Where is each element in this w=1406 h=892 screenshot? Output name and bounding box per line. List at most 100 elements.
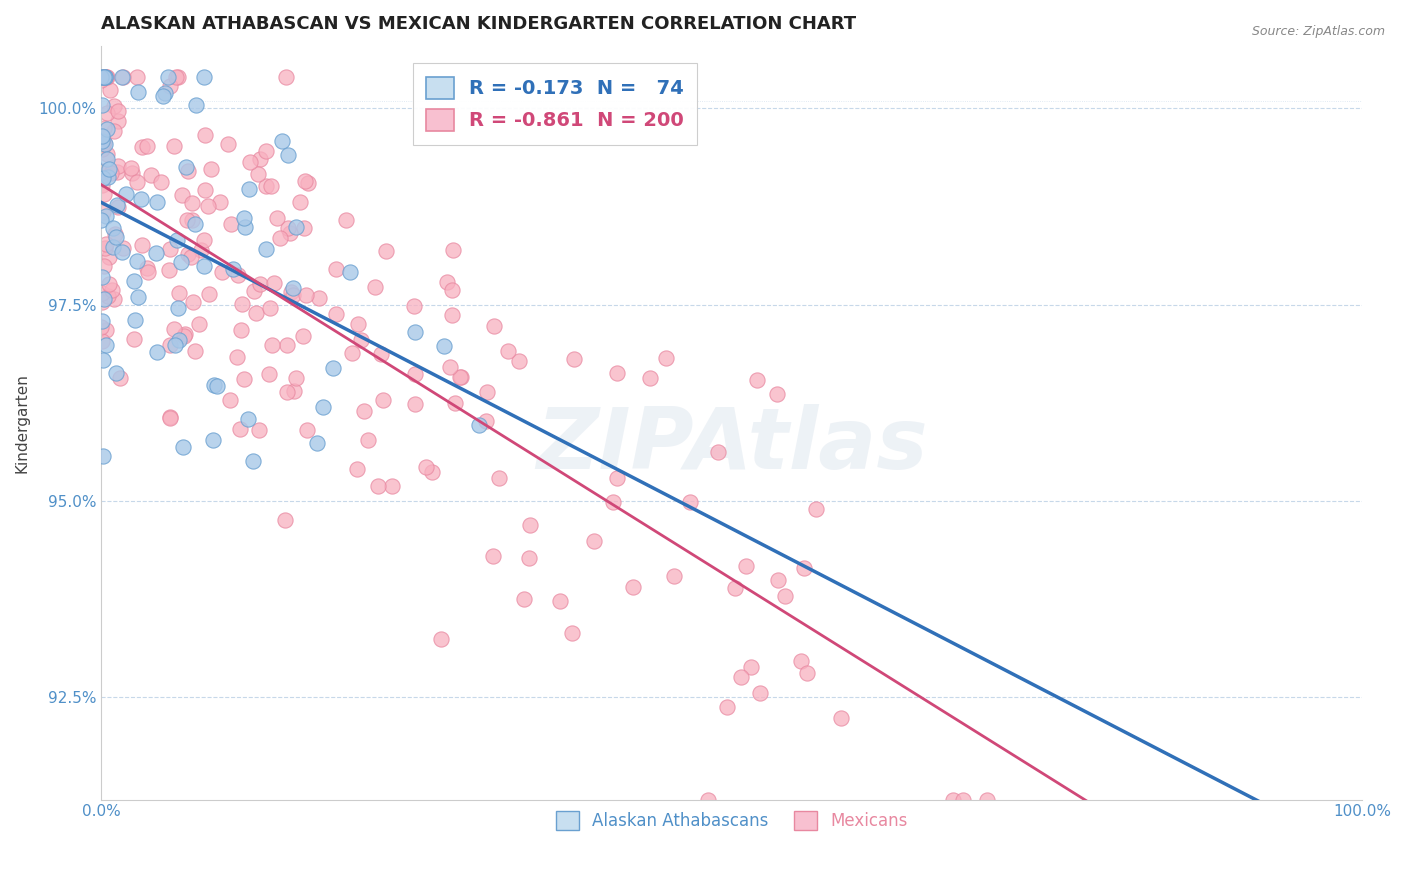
Point [349, 333, 371, 347]
Point [174, 160, 197, 174]
Point [475, 384, 498, 399]
Point [793, 560, 815, 574]
Point [131, 192, 153, 206]
Point [105, 230, 128, 244]
Point [97, 169, 120, 184]
Point [124, 312, 146, 326]
Point [249, 423, 271, 437]
Point [112, 241, 135, 255]
Point [107, 113, 129, 128]
Point [256, 179, 278, 194]
Point [127, 85, 149, 99]
Point [283, 280, 305, 294]
Point [716, 700, 738, 714]
Point [172, 440, 194, 454]
Point [194, 183, 217, 197]
Point [292, 328, 315, 343]
Point [281, 287, 304, 301]
Point [266, 211, 288, 226]
Point [370, 347, 392, 361]
Point [441, 243, 464, 257]
Point [136, 138, 159, 153]
Point [170, 188, 193, 202]
Point [606, 366, 628, 380]
Point [242, 284, 264, 298]
Point [96, 106, 118, 120]
Point [436, 275, 458, 289]
Point [193, 233, 215, 247]
Point [280, 285, 302, 299]
Point [100, 166, 122, 180]
Point [105, 164, 128, 178]
Point [508, 354, 530, 368]
Point [96, 323, 118, 337]
Point [583, 534, 606, 549]
Point [449, 370, 471, 384]
Point [193, 259, 215, 273]
Point [325, 262, 347, 277]
Point [97, 250, 120, 264]
Point [242, 454, 264, 468]
Point [188, 318, 211, 332]
Point [157, 70, 180, 84]
Point [90, 98, 112, 112]
Point [149, 175, 172, 189]
Point [91, 142, 114, 156]
Text: Source: ZipAtlas.com: Source: ZipAtlas.com [1251, 25, 1385, 38]
Point [420, 465, 443, 479]
Point [153, 86, 176, 100]
Point [181, 196, 204, 211]
Point [90, 286, 112, 301]
Point [111, 244, 134, 259]
Point [93, 292, 115, 306]
Point [103, 99, 125, 113]
Point [269, 231, 291, 245]
Point [773, 589, 796, 603]
Point [112, 70, 135, 84]
Point [127, 70, 149, 84]
Point [194, 128, 217, 142]
Point [96, 152, 118, 166]
Point [229, 422, 252, 436]
Point [441, 308, 464, 322]
Point [364, 280, 387, 294]
Point [274, 512, 297, 526]
Point [177, 247, 200, 261]
Point [468, 418, 491, 433]
Point [94, 209, 117, 223]
Point [276, 70, 298, 84]
Point [231, 296, 253, 310]
Point [181, 295, 204, 310]
Point [107, 103, 129, 118]
Point [105, 198, 128, 212]
Point [623, 580, 645, 594]
Point [111, 70, 134, 84]
Point [942, 792, 965, 806]
Point [103, 240, 125, 254]
Point [98, 277, 121, 291]
Point [90, 73, 112, 87]
Point [90, 178, 112, 193]
Point [184, 217, 207, 231]
Point [94, 70, 117, 84]
Point [433, 339, 456, 353]
Point [262, 338, 284, 352]
Point [170, 255, 193, 269]
Point [184, 343, 207, 358]
Point [482, 549, 505, 563]
Point [93, 353, 115, 368]
Point [381, 479, 404, 493]
Point [90, 135, 112, 149]
Point [730, 670, 752, 684]
Point [830, 711, 852, 725]
Point [98, 161, 121, 176]
Text: ALASKAN ATHABASCAN VS MEXICAN KINDERGARTEN CORRELATION CHART: ALASKAN ATHABASCAN VS MEXICAN KINDERGART… [101, 15, 856, 33]
Point [221, 262, 243, 277]
Point [804, 502, 827, 516]
Point [159, 242, 181, 256]
Point [246, 167, 269, 181]
Point [127, 290, 149, 304]
Point [96, 121, 118, 136]
Point [90, 313, 112, 327]
Point [724, 581, 747, 595]
